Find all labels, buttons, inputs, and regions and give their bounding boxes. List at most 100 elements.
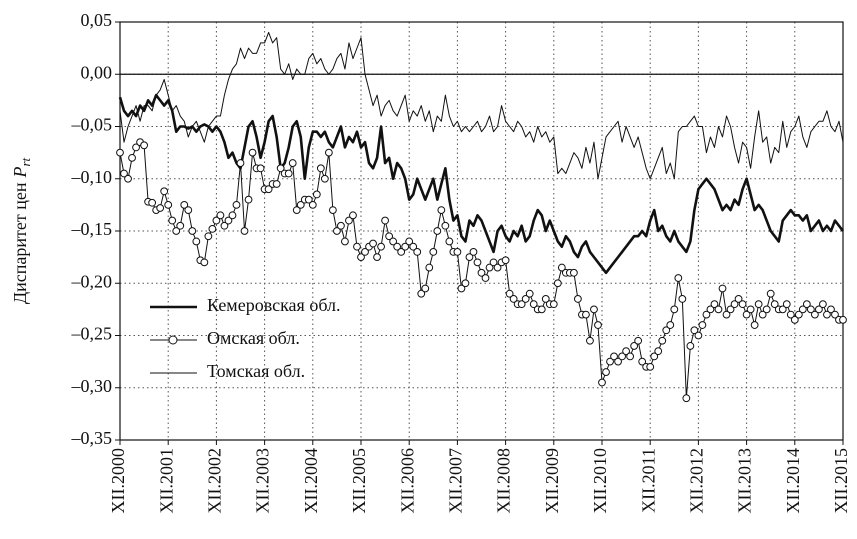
point: [582, 310, 590, 319]
point: [806, 305, 815, 314]
point: [831, 310, 839, 319]
y-tick-label: 0,05: [81, 10, 113, 30]
x-tick-label: XII.2002: [205, 448, 225, 514]
point: [706, 305, 715, 314]
point: [361, 248, 369, 256]
point: [782, 300, 791, 309]
x-tick-label: XII.2009: [542, 448, 562, 514]
point: [610, 352, 618, 361]
point: [316, 164, 325, 173]
point: [666, 321, 675, 329]
point: [228, 211, 237, 220]
point: [208, 225, 217, 233]
point: [714, 305, 723, 314]
point: [405, 237, 414, 246]
point: [839, 315, 847, 324]
legend-marker: [168, 335, 178, 345]
point: [766, 289, 775, 298]
point: [553, 279, 562, 288]
legend-label: Омская обл.: [207, 328, 300, 348]
legend-label: Кемеровская обл.: [207, 295, 341, 315]
point: [722, 310, 731, 319]
point: [441, 221, 450, 230]
y-tick-label: –0,25: [71, 324, 113, 344]
point: [674, 274, 683, 282]
point: [606, 357, 614, 366]
point: [662, 326, 671, 335]
point: [622, 347, 630, 356]
point: [288, 159, 297, 167]
point: [638, 357, 647, 366]
point: [393, 242, 402, 251]
point: [120, 169, 128, 178]
point: [525, 289, 534, 298]
point: [590, 305, 598, 314]
point: [762, 305, 771, 314]
point: [754, 300, 763, 309]
point: [569, 268, 578, 277]
point: [164, 200, 173, 209]
y-tick-label: –0,10: [71, 167, 113, 187]
point: [176, 221, 185, 230]
point: [602, 368, 610, 376]
point: [244, 195, 253, 204]
y-tick-label: 0,00: [81, 62, 113, 82]
point: [437, 206, 446, 215]
point: [670, 305, 679, 314]
point: [276, 164, 285, 173]
y-tick-label: –0,30: [71, 376, 113, 396]
point: [357, 253, 365, 262]
point: [445, 237, 454, 246]
point: [630, 342, 639, 350]
point: [312, 190, 321, 199]
point: [232, 200, 241, 209]
point: [646, 362, 655, 371]
point: [240, 227, 249, 235]
x-tick-label: XII.2001: [156, 448, 176, 514]
point: [614, 357, 622, 366]
point: [509, 295, 518, 303]
point: [786, 310, 795, 319]
point: [469, 248, 478, 256]
point: [694, 331, 703, 340]
point: [248, 148, 257, 157]
x-tick-label: XII.2010: [590, 448, 610, 514]
point: [521, 295, 530, 303]
point: [292, 206, 301, 215]
point: [634, 336, 643, 345]
series-line: [119, 31, 844, 180]
point: [381, 216, 390, 225]
point: [790, 315, 799, 324]
point: [184, 206, 193, 215]
point: [324, 148, 333, 157]
y-label-sub: rt: [18, 157, 33, 166]
y-label-var: P: [10, 167, 30, 179]
point: [702, 310, 711, 319]
point: [236, 159, 245, 167]
point: [477, 268, 486, 277]
point: [481, 274, 490, 282]
point: [433, 227, 442, 235]
point: [594, 321, 602, 329]
x-tick-label: XII.2008: [494, 448, 514, 514]
point: [738, 300, 747, 309]
point: [369, 239, 377, 248]
point: [819, 300, 827, 309]
point: [401, 242, 410, 251]
point: [308, 200, 317, 209]
x-tick-label: XII.2011: [638, 448, 658, 513]
point: [397, 248, 406, 256]
point: [802, 300, 811, 309]
point: [172, 227, 181, 235]
point: [461, 279, 470, 288]
point: [827, 305, 835, 314]
series-line: [118, 93, 845, 275]
point: [220, 221, 229, 230]
point: [718, 284, 727, 293]
point: [124, 174, 132, 183]
point: [815, 305, 823, 314]
point: [517, 300, 526, 309]
point: [341, 237, 349, 246]
point: [453, 248, 462, 256]
